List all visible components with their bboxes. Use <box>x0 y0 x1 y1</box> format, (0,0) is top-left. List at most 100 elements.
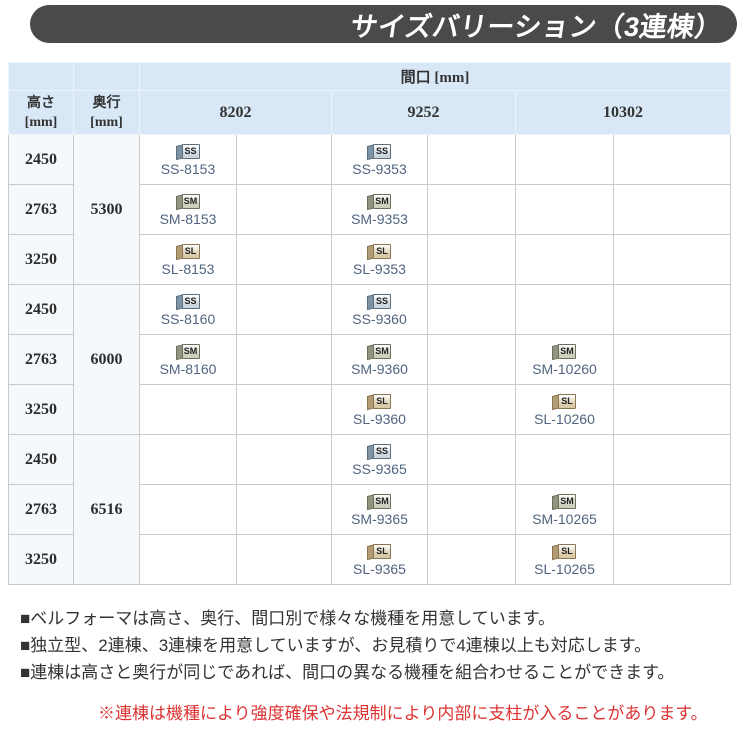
product-code: SS-8153 <box>160 160 216 177</box>
table-header-row-2: 高さ [mm] 奥行 [mm] 8202 9252 10302 <box>8 90 731 135</box>
product-cell: SM SM-8153 <box>139 184 237 235</box>
empty-cell <box>427 534 516 585</box>
shed-icon-sm: SM <box>367 193 392 210</box>
product-cell: SM SM-10260 <box>515 334 614 385</box>
height-cell: 2450 <box>8 284 74 335</box>
empty-cell <box>613 384 731 435</box>
shed-icon-sm: SM <box>175 343 201 360</box>
product-code: SS-9365 <box>352 460 407 477</box>
table-row: 3250 SL SL-9365 SL SL-10265 <box>8 534 731 585</box>
product-code: SM-9353 <box>351 210 408 227</box>
warning-note: ※連棟は機種により強度確保や法規制により内部に支柱が入ることがあります。 <box>98 704 708 723</box>
product-code: SS-9360 <box>352 310 407 327</box>
depth-header: 奥行 [mm] <box>73 90 140 135</box>
product-cell: SL SL-9353 <box>331 234 428 285</box>
product-code: SL-10265 <box>534 560 595 577</box>
product-cell: SS SS-8153 <box>139 134 237 185</box>
table-body: 2450 5300 SS SS-8153 SS SS-9353 2763 SM SM-8153 S… <box>8 134 731 585</box>
empty-cell <box>236 134 332 185</box>
empty-cell <box>139 534 237 585</box>
height-cell: 2763 <box>8 184 74 235</box>
shed-icon-sm: SM <box>552 493 577 510</box>
product-code: SM-8160 <box>159 360 217 377</box>
product-cell: SL SL-9365 <box>331 534 428 585</box>
empty-cell <box>236 484 332 535</box>
size-variation-table: 間口 [mm] 高さ [mm] 奥行 [mm] 8202 9252 10302 … <box>8 62 731 585</box>
empty-cell <box>236 384 332 435</box>
empty-cell <box>613 134 731 185</box>
shed-icon-sm: SM <box>552 343 577 360</box>
shed-icon-sl: SL <box>367 243 392 260</box>
empty-cell <box>427 434 516 485</box>
maguchi-header: 間口 [mm] <box>139 62 731 91</box>
shed-icon-label: SL <box>558 393 576 409</box>
table-row: 2763 SM SM-9365 SM SM-10265 <box>8 484 731 535</box>
product-code: SL-9353 <box>353 260 406 277</box>
note-line: ■ベルフォーマは高さ、奥行、間口別で様々な機種を用意しています。 <box>20 609 556 628</box>
product-code: SS-9353 <box>352 160 407 177</box>
title-bar: サイズバリーション（3連棟） <box>30 5 737 43</box>
product-cell: SS SS-9365 <box>331 434 428 485</box>
shed-icon-sm: SM <box>367 343 392 360</box>
height-cell: 2450 <box>8 434 74 485</box>
width-column-8202: 8202 <box>139 90 332 135</box>
empty-cell <box>236 334 332 385</box>
corner-cell <box>8 62 74 91</box>
product-cell: SM SM-8160 <box>139 334 237 385</box>
corner-cell <box>73 62 140 91</box>
product-cell: SL SL-10265 <box>515 534 614 585</box>
shed-icon-ss: SS <box>367 293 392 310</box>
empty-cell <box>515 284 614 335</box>
height-cell: 2763 <box>8 334 74 385</box>
shed-icon-label: SM <box>181 343 200 359</box>
note-line: ■独立型、2連棟、3連棟を用意していますが、お見積りで4連棟以上も対応します。 <box>20 636 652 655</box>
notes: ■ベルフォーマは高さ、奥行、間口別で様々な機種を用意しています。 ■独立型、2連棟… <box>20 605 740 686</box>
product-cell: SL SL-10260 <box>515 384 614 435</box>
empty-cell <box>139 484 237 535</box>
product-cell: SS SS-9353 <box>331 134 428 185</box>
product-code: SM-10265 <box>532 510 597 527</box>
empty-cell <box>427 134 516 185</box>
product-code: SM-8153 <box>159 210 217 227</box>
width-column-9252: 9252 <box>331 90 516 135</box>
shed-icon-label: SM <box>558 343 576 359</box>
empty-cell <box>613 234 731 285</box>
empty-cell <box>515 234 614 285</box>
height-cell: 3250 <box>8 384 74 435</box>
shed-icon-sl: SL <box>367 393 392 410</box>
shed-icon-label: SM <box>373 193 391 209</box>
shed-icon-sl: SL <box>552 393 577 410</box>
shed-icon-ss: SS <box>367 143 392 160</box>
product-cell: SM SM-9365 <box>331 484 428 535</box>
shed-icon-label: SL <box>373 543 391 559</box>
table-row: 2763 SM SM-8153 SM SM-9353 <box>8 184 731 235</box>
empty-cell <box>427 334 516 385</box>
table-row: 2763 SM SM-8160 SM SM-9360 SM SM-10260 <box>8 334 731 385</box>
shed-icon-sm: SM <box>175 193 201 210</box>
empty-cell <box>236 434 332 485</box>
height-cell: 2450 <box>8 134 74 185</box>
table-row: 2450 6516 SS SS-9365 <box>8 434 731 585</box>
shed-icon-label: SM <box>558 493 576 509</box>
table-row: 2450 5300 SS SS-8153 SS SS-9353 <box>8 134 731 285</box>
empty-cell <box>427 484 516 535</box>
empty-cell <box>427 184 516 235</box>
empty-cell <box>427 234 516 285</box>
empty-cell <box>613 484 731 535</box>
shed-icon-label: SM <box>373 493 391 509</box>
empty-cell <box>515 134 614 185</box>
shed-icon-label: SL <box>373 393 391 409</box>
empty-cell <box>427 384 516 435</box>
product-cell: SM SM-9360 <box>331 334 428 385</box>
product-cell: SS SS-9360 <box>331 284 428 335</box>
page-title: サイズバリーション（3連棟） <box>348 11 725 42</box>
product-cell: SM SM-10265 <box>515 484 614 535</box>
shed-icon-ss: SS <box>175 293 201 310</box>
shed-icon-label: SM <box>181 193 200 209</box>
product-code: SL-10260 <box>534 410 595 427</box>
shed-icon-label: SS <box>181 143 200 159</box>
empty-cell <box>236 284 332 335</box>
shed-icon-label: SL <box>558 543 576 559</box>
shed-icon-label: SS <box>373 293 391 309</box>
shed-icon-sl: SL <box>552 543 577 560</box>
